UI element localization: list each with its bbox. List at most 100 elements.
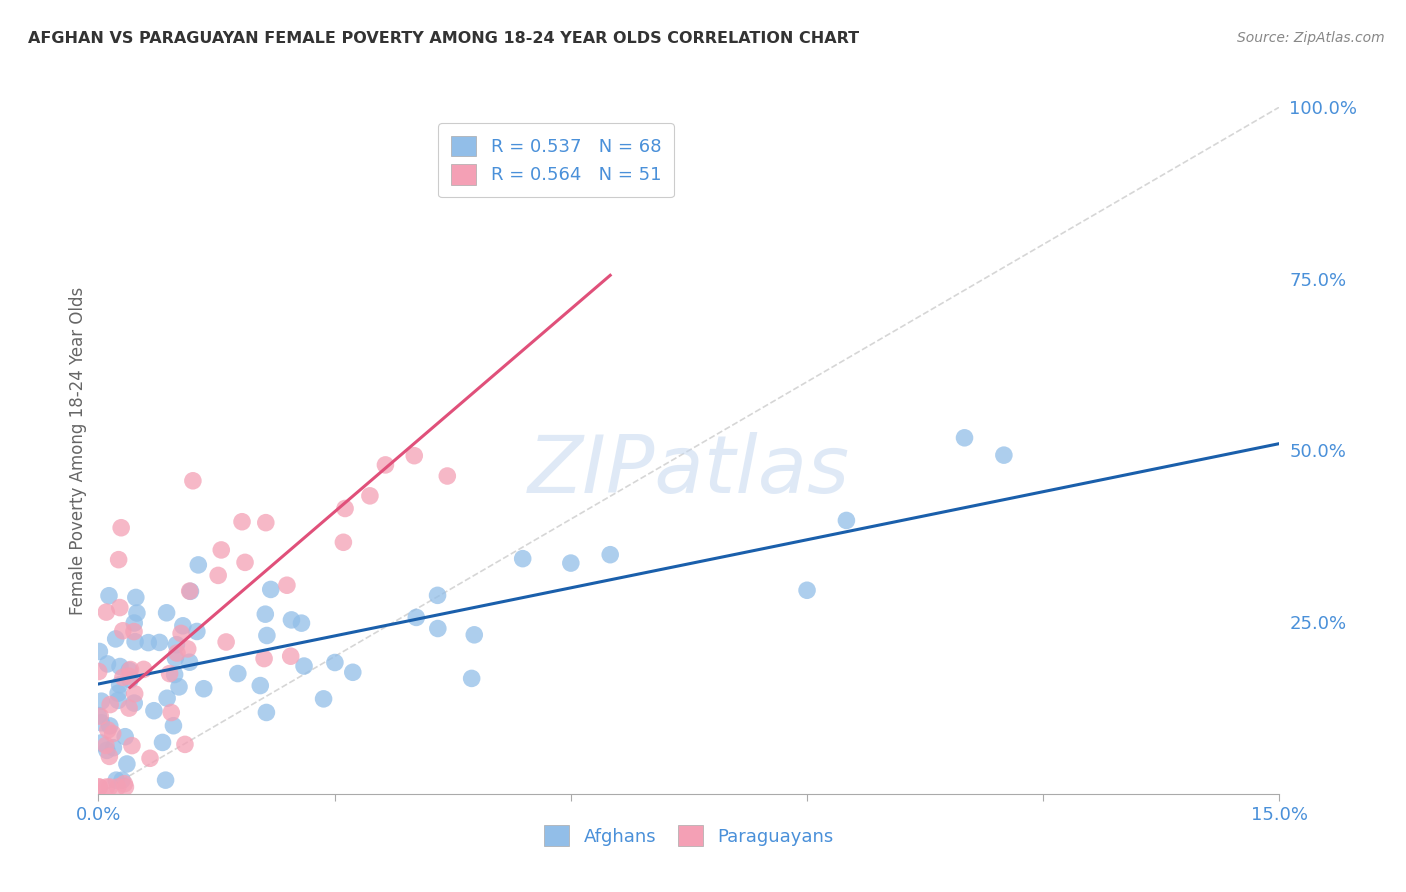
Point: [148, 635, 170, 649]
Point: [165, 638, 187, 652]
Point: [108, 659, 131, 673]
Point: [254, 516, 277, 530]
Point: [111, 773, 134, 788]
Point: [97, 723, 120, 737]
Point: [405, 610, 427, 624]
Point: [107, 780, 129, 794]
Point: [167, 680, 190, 694]
Point: [172, 619, 194, 633]
Point: [359, 489, 381, 503]
Point: [122, 696, 145, 710]
Point: [460, 672, 482, 686]
Point: [89, 780, 111, 794]
Point: [152, 735, 174, 749]
Point: [163, 667, 186, 681]
Point: [426, 588, 449, 602]
Point: [124, 634, 146, 648]
Point: [118, 664, 141, 678]
Point: [107, 552, 129, 566]
Point: [233, 555, 256, 569]
Point: [436, 469, 458, 483]
Point: [120, 663, 142, 677]
Point: [136, 635, 159, 649]
Point: [96, 657, 118, 671]
Point: [256, 628, 278, 642]
Point: [122, 624, 145, 639]
Point: [114, 730, 136, 744]
Text: ZIPatlas: ZIPatlas: [527, 432, 851, 510]
Point: [215, 635, 238, 649]
Point: [87, 708, 110, 723]
Point: [207, 568, 229, 582]
Point: [112, 777, 135, 791]
Point: [98, 780, 121, 794]
Point: [404, 449, 426, 463]
Text: Source: ZipAtlas.com: Source: ZipAtlas.com: [1237, 31, 1385, 45]
Point: [98, 589, 121, 603]
Point: [290, 616, 312, 631]
Point: [105, 773, 128, 788]
Point: [107, 693, 129, 707]
Point: [122, 615, 145, 630]
Point: [90, 736, 112, 750]
Point: [114, 780, 136, 794]
Point: [249, 679, 271, 693]
Point: [426, 622, 449, 636]
Point: [111, 670, 134, 684]
Point: [332, 535, 354, 549]
Point: [181, 474, 204, 488]
Point: [179, 584, 201, 599]
Point: [160, 706, 183, 720]
Legend: Afghans, Paraguayans: Afghans, Paraguayans: [537, 818, 841, 854]
Point: [280, 613, 302, 627]
Point: [124, 687, 146, 701]
Point: [125, 606, 148, 620]
Point: [276, 578, 298, 592]
Point: [463, 628, 485, 642]
Point: [107, 686, 129, 700]
Point: [94, 739, 117, 753]
Point: [323, 656, 346, 670]
Point: [98, 719, 121, 733]
Point: [374, 458, 396, 472]
Point: [209, 543, 232, 558]
Point: [226, 666, 249, 681]
Point: [174, 738, 197, 752]
Point: [111, 624, 134, 638]
Point: [193, 681, 215, 696]
Point: [108, 678, 131, 692]
Point: [162, 719, 184, 733]
Point: [292, 659, 315, 673]
Point: [253, 651, 276, 665]
Point: [90, 694, 112, 708]
Point: [96, 605, 118, 619]
Point: [155, 773, 177, 788]
Point: [166, 646, 188, 660]
Point: [312, 691, 335, 706]
Point: [118, 701, 141, 715]
Point: [187, 558, 209, 572]
Point: [186, 624, 208, 639]
Point: [512, 551, 534, 566]
Point: [560, 556, 582, 570]
Point: [118, 669, 141, 683]
Point: [104, 632, 127, 646]
Point: [101, 726, 124, 740]
Point: [121, 739, 143, 753]
Point: [90, 715, 112, 730]
Point: [87, 780, 110, 794]
Y-axis label: Female Poverty Among 18-24 Year Olds: Female Poverty Among 18-24 Year Olds: [69, 286, 87, 615]
Point: [260, 582, 283, 597]
Point: [115, 756, 138, 771]
Point: [125, 591, 148, 605]
Point: [835, 513, 858, 527]
Point: [179, 655, 201, 669]
Point: [280, 649, 302, 664]
Point: [139, 751, 162, 765]
Point: [165, 651, 187, 665]
Point: [120, 673, 142, 687]
Point: [953, 431, 976, 445]
Point: [89, 709, 111, 723]
Point: [89, 644, 111, 658]
Point: [993, 448, 1015, 462]
